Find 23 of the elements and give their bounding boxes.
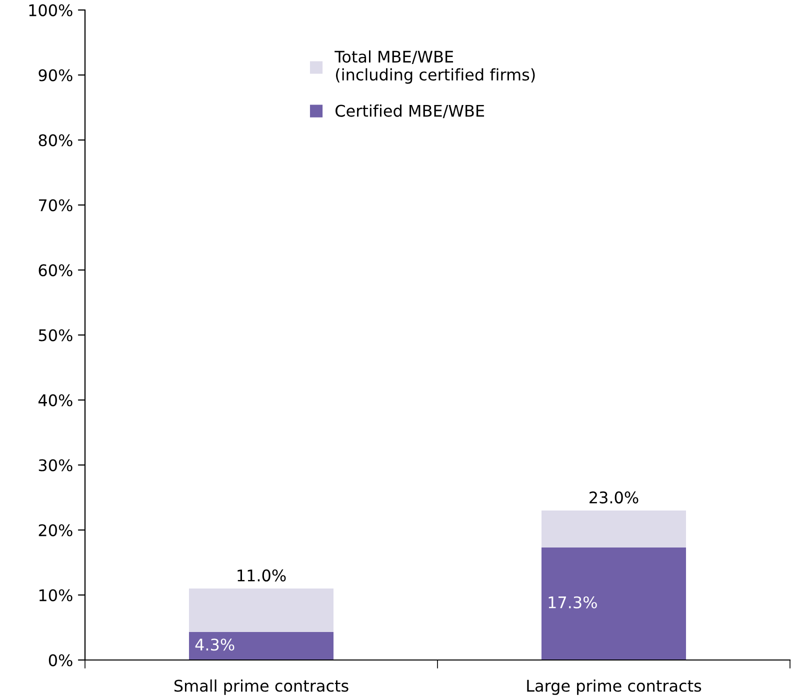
y-tick-label: 0% [48, 654, 72, 666]
x-tick-label: Small prime contracts [174, 679, 348, 695]
data-label: 17.3% [548, 596, 597, 608]
y-tick-label: 40% [38, 394, 72, 406]
y-tick-label: 90% [38, 69, 72, 82]
legend-label: Certified MBE/WBE [336, 104, 484, 118]
data-label: 4.3% [195, 638, 234, 651]
y-tick-label: 70% [39, 199, 72, 212]
total-label: 23.0% [590, 491, 638, 504]
y-tick-label: 60% [38, 264, 72, 276]
y-tick-label: 100% [29, 4, 72, 16]
y-tick-label: 20% [38, 524, 72, 536]
y-tick-label: 50% [38, 329, 72, 342]
y-tick-label: 10% [39, 589, 72, 602]
bar [541, 510, 686, 548]
legend-label: Total MBE/WBE (including certified firms) [334, 50, 535, 84]
x-tick-label: Large prime contracts [527, 679, 702, 695]
y-tick-label: 30% [38, 459, 72, 472]
y-tick-label: 80% [38, 134, 72, 146]
bar [188, 588, 334, 632]
bar [541, 548, 686, 660]
total-label: 11.0% [238, 569, 286, 582]
bar [188, 632, 334, 660]
